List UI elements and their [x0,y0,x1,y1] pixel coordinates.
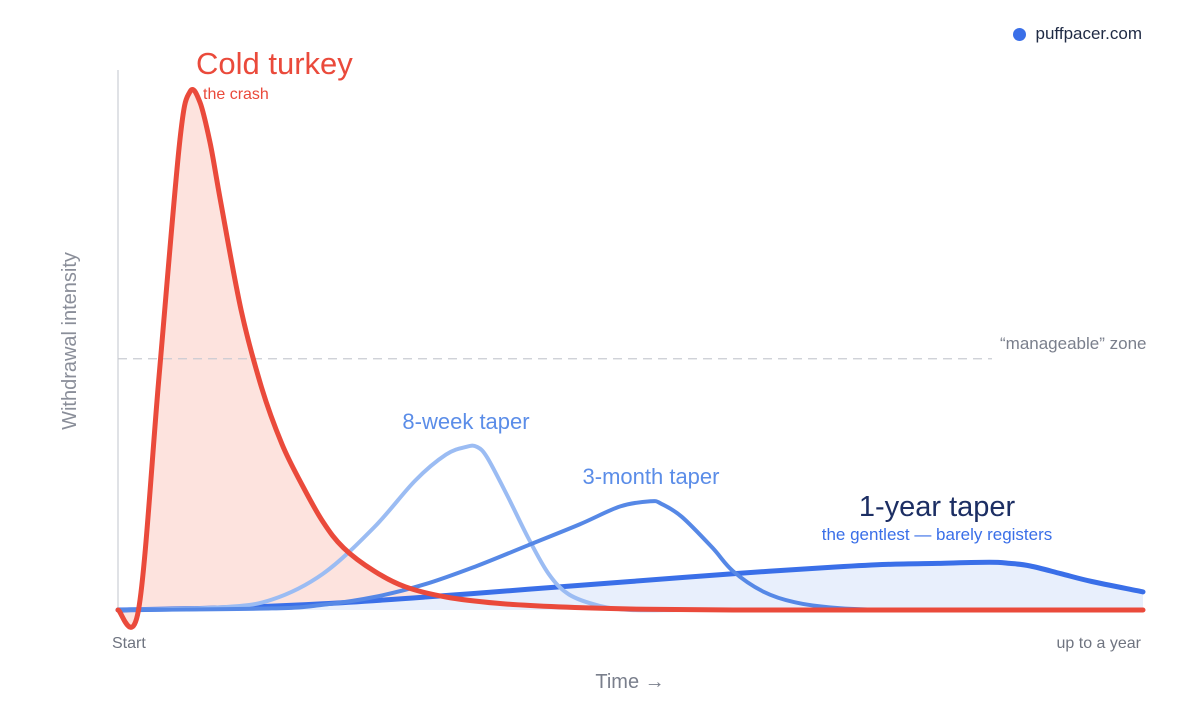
series-labels: Cold turkey the crash 8-week taper 3-month … [196,46,1052,544]
1-year-taper-subtitle: the gentlest — barely registers [822,525,1053,544]
3-month-taper-label: 3-month taper [583,464,720,489]
x-tick-start: Start [112,635,146,652]
x-axis-label: Time → [595,671,664,693]
x-tick-end: up to a year [1057,635,1142,652]
1-year-taper-area [118,562,1143,610]
brand-text: puffpacer.com [1035,24,1142,43]
manageable-zone-label: “manageable” zone [1000,334,1146,353]
area-fills [118,89,1143,628]
8-week-taper-label: 8-week taper [402,409,529,434]
cold-turkey-label: Cold turkey [196,46,353,81]
cold-turkey-subtitle: the crash [203,86,269,103]
brand[interactable]: puffpacer.com [1012,24,1142,44]
cold-turkey-line [115,86,1146,630]
cold-turkey-area [118,89,1143,628]
series-lines [115,86,1146,630]
1-year-taper-label: 1-year taper [859,491,1016,523]
dot-icon [1012,27,1026,41]
y-axis-label: Withdrawal intensity [59,252,81,430]
